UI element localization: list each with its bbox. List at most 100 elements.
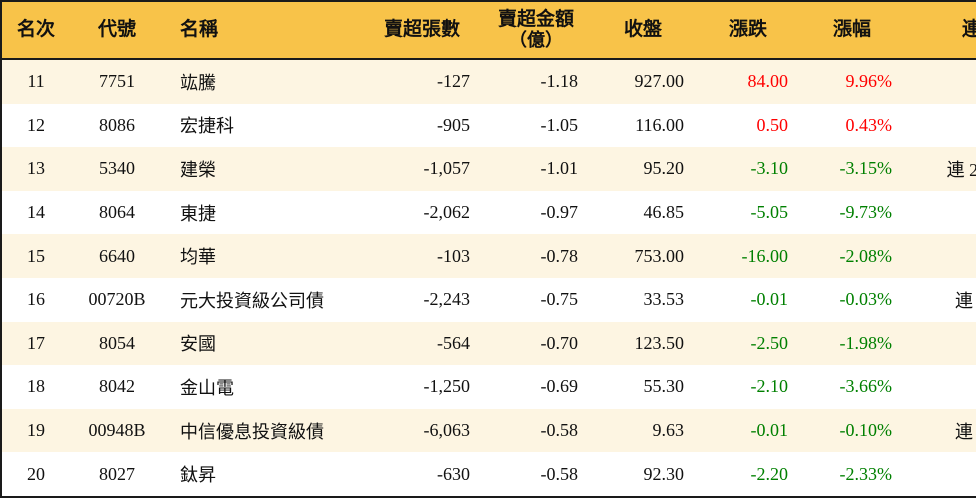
cell-sell-lots: -905 [362, 103, 482, 148]
cell-change-pct: -2.33% [800, 452, 904, 497]
cell-change: -0.01 [696, 277, 800, 322]
cell-change: -2.10 [696, 365, 800, 409]
cell-rank: 19 [1, 408, 70, 453]
table-row[interactable]: 19 00948B 中信優息投資級債 -6,063 -0.58 9.63 -0.01 -0.1… [1, 408, 976, 453]
cell-sell-amount: -1.01 [482, 147, 590, 191]
cell-rank: 18 [1, 365, 70, 409]
cell-change-pct: -2.08% [800, 234, 904, 278]
cell-code: 00720B [70, 277, 164, 322]
cell-change-pct: -0.03% [800, 277, 904, 322]
cell-name: 東捷 [164, 190, 362, 235]
cell-sell-amount: -0.58 [482, 452, 590, 497]
cell-sell-lots: -630 [362, 452, 482, 497]
cell-change-pct: 9.96% [800, 59, 904, 104]
cell-sell-lots: -1,057 [362, 147, 482, 191]
cell-rank: 14 [1, 190, 70, 235]
cell-name: 宏捷科 [164, 103, 362, 148]
column-header-close[interactable]: 收盤 [590, 1, 696, 60]
cell-change: -5.05 [696, 190, 800, 235]
cell-close: 55.30 [590, 365, 696, 409]
cell-change: -3.10 [696, 147, 800, 191]
cell-code: 8064 [70, 190, 164, 235]
cell-change-pct: -0.10% [800, 408, 904, 453]
column-header-sell-lots[interactable]: 賣超張數 [362, 1, 482, 60]
cell-rank: 20 [1, 452, 70, 497]
cell-sell-lots: -103 [362, 234, 482, 278]
column-header-sell-amount-unit: （億） [509, 29, 563, 50]
cell-code: 00948B [70, 408, 164, 453]
cell-change: -2.50 [696, 321, 800, 366]
cell-close: 9.63 [590, 408, 696, 453]
cell-close: 92.30 [590, 452, 696, 497]
column-header-consecutive-sell-days[interactable]: 連賣天數 [904, 1, 976, 60]
cell-rank: 16 [1, 277, 70, 322]
cell-close: 33.53 [590, 277, 696, 322]
cell-change: -2.20 [696, 452, 800, 497]
column-header-change[interactable]: 漲跌 [696, 1, 800, 60]
cell-rank: 12 [1, 103, 70, 148]
cell-name: 鈦昇 [164, 452, 362, 497]
cell-sell-amount: -1.05 [482, 103, 590, 148]
cell-change: -16.00 [696, 234, 800, 278]
cell-change-pct: -9.73% [800, 190, 904, 235]
cell-name: 竑騰 [164, 59, 362, 104]
cell-consecutive-sell-days: 買 → 連 5 賣 [904, 452, 976, 497]
cell-consecutive-sell-days: 連 2 買 → 賣 [904, 365, 976, 409]
cell-name: 均華 [164, 234, 362, 278]
cell-change: -0.01 [696, 408, 800, 453]
cell-close: 95.20 [590, 147, 696, 191]
cell-sell-amount: -0.58 [482, 408, 590, 453]
cell-code: 7751 [70, 59, 164, 104]
cell-sell-amount: -0.97 [482, 190, 590, 235]
cell-close: 46.85 [590, 190, 696, 235]
cell-change: 84.00 [696, 59, 800, 104]
cell-name: 中信優息投資級債 [164, 408, 362, 453]
column-header-change-pct[interactable]: 漲幅 [800, 1, 904, 60]
cell-change: 0.50 [696, 103, 800, 148]
cell-code: 8042 [70, 365, 164, 409]
cell-consecutive-sell-days: 連 2 買 → 連 2 賣 [904, 408, 976, 453]
cell-change-pct: -3.15% [800, 147, 904, 191]
cell-sell-lots: -2,243 [362, 277, 482, 322]
cell-close: 927.00 [590, 59, 696, 104]
cell-name: 元大投資級公司債 [164, 277, 362, 322]
cell-code: 6640 [70, 234, 164, 278]
cell-code: 8054 [70, 321, 164, 366]
cell-consecutive-sell-days: 買 → 賣 [904, 103, 976, 148]
column-header-code[interactable]: 代號 [70, 1, 164, 60]
cell-sell-amount: -1.18 [482, 59, 590, 104]
cell-rank: 13 [1, 147, 70, 191]
cell-code: 5340 [70, 147, 164, 191]
cell-sell-lots: -1,250 [362, 365, 482, 409]
column-header-sell-amount[interactable]: 賣超金額 （億） [482, 1, 590, 60]
cell-consecutive-sell-days: 買 → 賣 [904, 59, 976, 104]
cell-consecutive-sell-days: 連 2 買 → 連 11 賣 [904, 147, 976, 191]
cell-rank: 17 [1, 321, 70, 366]
cell-sell-amount: -0.70 [482, 321, 590, 366]
cell-sell-lots: -564 [362, 321, 482, 366]
cell-code: 8086 [70, 103, 164, 148]
table-row[interactable]: 16 00720B 元大投資級公司債 -2,243 -0.75 33.53 -0.01 -0.… [1, 277, 976, 322]
header-row: 名次 代號 名稱 賣超張數 賣超金額 （億） 收盤 漲跌 漲幅 連賣天數 [1, 1, 976, 60]
cell-change-pct: -3.66% [800, 365, 904, 409]
cell-sell-lots: -2,062 [362, 190, 482, 235]
cell-change-pct: 0.43% [800, 103, 904, 148]
cell-sell-amount: -0.69 [482, 365, 590, 409]
cell-consecutive-sell-days: 買 → 賣 [904, 190, 976, 235]
cell-sell-amount: -0.75 [482, 277, 590, 322]
column-header-rank[interactable]: 名次 [1, 1, 70, 60]
column-header-name[interactable]: 名稱 [164, 1, 362, 60]
cell-close: 123.50 [590, 321, 696, 366]
cell-rank: 11 [1, 59, 70, 104]
cell-sell-lots: -127 [362, 59, 482, 104]
